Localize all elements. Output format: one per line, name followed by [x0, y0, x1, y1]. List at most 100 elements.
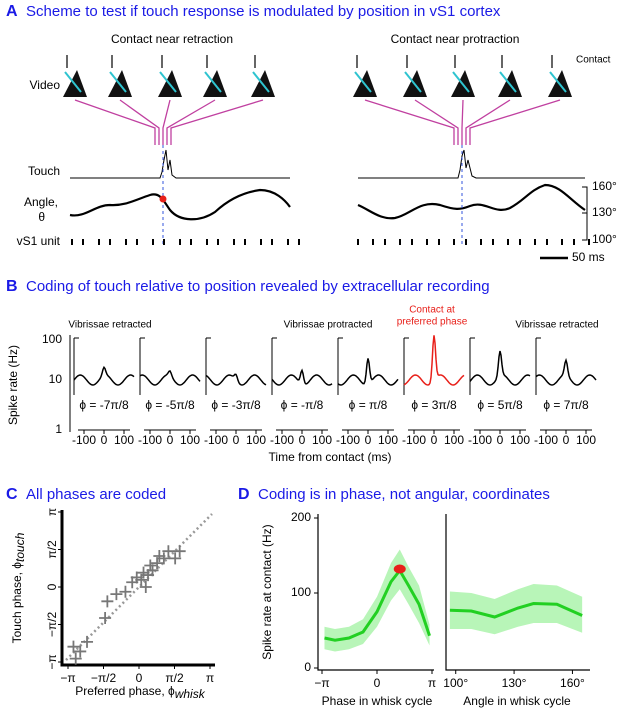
row-label: Video	[30, 78, 61, 92]
point	[74, 645, 87, 658]
whisker	[64, 71, 82, 93]
whisker	[204, 71, 222, 93]
contact-label: Contact	[576, 55, 611, 66]
phase-label: ϕ = π/8	[349, 398, 388, 412]
panel-letter: B	[6, 278, 18, 295]
point	[99, 612, 112, 625]
panel-frame	[73, 337, 79, 395]
x-tick-label: −π/2	[91, 671, 117, 685]
x-tick-label: 0	[136, 671, 143, 685]
axes	[317, 514, 434, 671]
error-band	[324, 549, 430, 652]
annotation: preferred phase	[397, 317, 468, 328]
frame-link	[119, 99, 160, 145]
rate-trace	[403, 335, 465, 386]
panel-frame	[337, 337, 343, 395]
angle-trace	[69, 188, 291, 221]
rate-trace	[139, 370, 201, 386]
whisker	[549, 71, 567, 93]
frame-link	[465, 99, 511, 145]
phase-label: ϕ = -5π/8	[145, 398, 195, 412]
axis-label: Time from contact (ms)	[269, 450, 392, 464]
phase-label: ϕ = 7π/8	[543, 398, 589, 412]
point	[101, 595, 114, 608]
scale-bar-label: 50 ms	[572, 250, 605, 264]
rate-trace	[205, 373, 267, 386]
x-tick-label: 130°	[502, 676, 527, 690]
tick-label: -100	[138, 433, 162, 447]
highlight-point	[393, 564, 406, 574]
row-label: vS1 unit	[17, 234, 61, 248]
annotation: Vibrissae protracted	[284, 320, 373, 331]
point	[69, 652, 82, 665]
tick-label: -100	[204, 433, 228, 447]
tick-label: -100	[534, 433, 558, 447]
frame-link	[162, 99, 171, 145]
point	[157, 552, 170, 565]
panel-frame	[469, 337, 475, 395]
point	[173, 545, 186, 558]
tick-label: 0	[365, 433, 372, 447]
angle-tick: 100°	[592, 232, 617, 246]
touch-trace	[70, 149, 290, 179]
tick-label: 0	[299, 433, 306, 447]
panel-letter: A	[6, 3, 18, 20]
tick-label: 100	[180, 433, 200, 447]
y-tick-label: −π/2	[45, 612, 59, 638]
tick-label: 100	[246, 433, 266, 447]
axes	[60, 510, 215, 667]
rate-trace	[73, 365, 135, 386]
frame-link	[170, 99, 264, 145]
x-tick-label: 160°	[560, 676, 585, 690]
y-tick-label: 0	[45, 583, 59, 590]
whisker	[404, 71, 422, 93]
axis-label: Touch phase, ϕtouch	[10, 532, 27, 643]
panel-title: Coding of touch relative to position rev…	[26, 278, 490, 295]
y-tick-label: 200	[291, 510, 311, 524]
panel-frame	[535, 337, 541, 395]
tick-label: -100	[336, 433, 360, 447]
point	[67, 640, 80, 653]
touch-trace	[358, 149, 585, 179]
annotation: Vibrissae retracted	[515, 320, 598, 331]
tick-label: 100	[576, 433, 596, 447]
axis-label: Preferred phase, ϕwhisk	[75, 684, 205, 701]
x-tick-label: π	[428, 676, 436, 690]
tick-label: 0	[167, 433, 174, 447]
tick-label: -100	[270, 433, 294, 447]
tick-label: 0	[101, 433, 108, 447]
y-tick-label: 100	[291, 585, 311, 599]
panel-frame	[271, 337, 277, 395]
y-tick-label: π/2	[45, 540, 59, 559]
frame-link	[414, 99, 459, 145]
phase-panels: ϕ = -7π/8 -100 0 100 ϕ = -5π/8 -100 0 100 ϕ = -3…	[72, 335, 597, 447]
angle-tick: 130°	[592, 205, 617, 219]
panel-title: Coding is in phase, not angular, coordin…	[258, 486, 550, 503]
frame-link	[461, 99, 464, 145]
point	[81, 635, 94, 648]
phase-label: ϕ = 5π/8	[477, 398, 523, 412]
panel-title: All phases are coded	[26, 486, 166, 503]
tick-label: 0	[497, 433, 504, 447]
tick-label: 100	[510, 433, 530, 447]
rate-trace	[535, 357, 597, 386]
point	[119, 585, 132, 598]
condition: Contact near retraction	[111, 32, 233, 46]
phase-label: ϕ = -3π/8	[211, 398, 261, 412]
tick-label: 10	[49, 372, 63, 386]
phase-label: ϕ = 3π/8	[411, 398, 457, 412]
rate-trace	[271, 368, 333, 386]
annotation: Contact at	[409, 305, 455, 316]
rate-trace	[469, 350, 531, 386]
annotation: Vibrissae retracted	[68, 320, 151, 331]
panel-title: Scheme to test if touch response is modu…	[26, 3, 501, 20]
row-label: Touch	[28, 164, 60, 178]
whisker	[159, 71, 177, 93]
phase-label: ϕ = -7π/8	[79, 398, 129, 412]
panel-frame	[205, 337, 211, 395]
panel-frame	[403, 337, 409, 395]
x-tick-label: π	[206, 671, 214, 685]
tick-label: 0	[431, 433, 438, 447]
